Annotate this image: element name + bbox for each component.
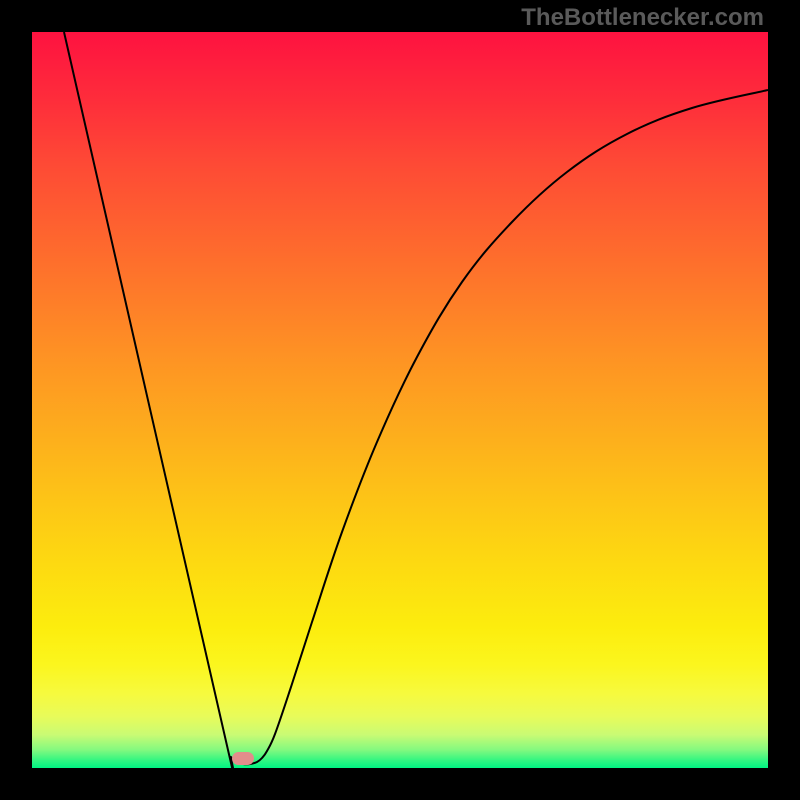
chart-frame: TheBottlenecker.com <box>0 0 800 800</box>
attribution-text: TheBottlenecker.com <box>521 4 764 32</box>
min-marker <box>232 752 254 765</box>
curve-layer <box>32 32 768 768</box>
bottleneck-curve <box>64 32 768 768</box>
plot-area <box>32 32 768 768</box>
